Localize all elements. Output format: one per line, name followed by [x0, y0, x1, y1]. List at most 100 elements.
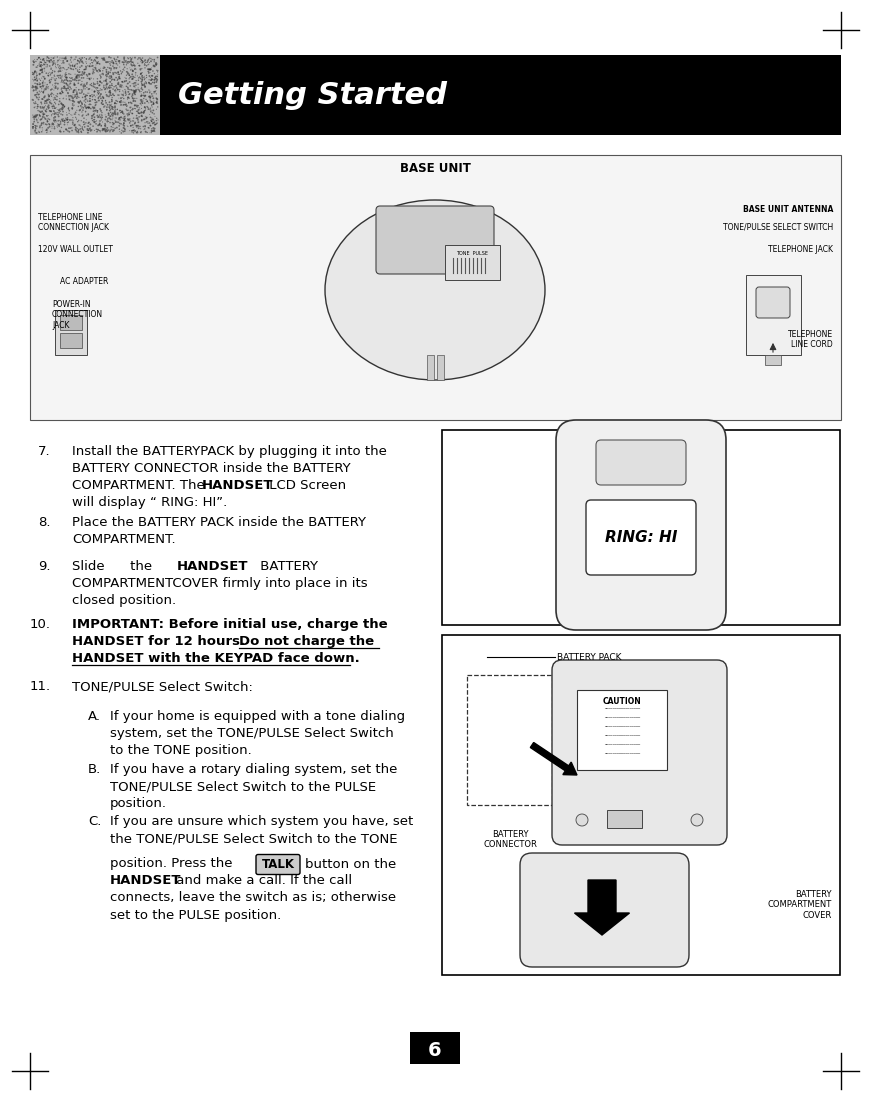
- Point: [100, 80, 114, 98]
- Point: [82, 99, 96, 117]
- Point: [83, 50, 97, 67]
- Point: [78, 88, 92, 106]
- Point: [48, 89, 62, 107]
- Point: [118, 112, 132, 130]
- Point: [134, 73, 148, 90]
- Point: [105, 109, 119, 127]
- Point: [128, 57, 142, 75]
- Point: [71, 64, 85, 81]
- Point: [33, 98, 47, 116]
- Point: [151, 70, 165, 88]
- Point: [32, 66, 46, 84]
- Point: [129, 74, 143, 91]
- Point: [142, 119, 156, 137]
- Point: [117, 115, 131, 132]
- Point: [119, 66, 133, 84]
- Point: [30, 51, 44, 68]
- Point: [79, 100, 93, 118]
- Point: [111, 100, 125, 118]
- Point: [65, 69, 79, 87]
- Point: [128, 97, 142, 115]
- Text: IMPORTANT: Before initial use, charge the: IMPORTANT: Before initial use, charge th…: [72, 618, 388, 631]
- Point: [69, 88, 83, 106]
- Point: [53, 111, 67, 129]
- Point: [74, 51, 88, 68]
- Point: [34, 51, 48, 68]
- Point: [105, 76, 118, 94]
- Point: [85, 109, 99, 127]
- Point: [86, 102, 100, 120]
- Text: 7.: 7.: [38, 445, 51, 458]
- Point: [138, 75, 152, 92]
- Point: [101, 65, 115, 83]
- Point: [47, 105, 61, 122]
- Point: [137, 68, 151, 86]
- Point: [114, 108, 128, 126]
- Point: [37, 110, 51, 128]
- Point: [149, 54, 163, 72]
- Text: ─────────────────: ─────────────────: [604, 752, 640, 756]
- Point: [135, 103, 149, 121]
- Point: [140, 53, 154, 70]
- Text: 8.: 8.: [38, 516, 51, 528]
- Point: [104, 56, 118, 74]
- Point: [77, 113, 91, 131]
- Point: [145, 96, 159, 113]
- Point: [29, 117, 43, 134]
- Point: [36, 109, 50, 127]
- Point: [90, 123, 104, 141]
- Point: [30, 98, 44, 116]
- Point: [136, 50, 150, 67]
- Point: [26, 72, 40, 89]
- Point: [124, 61, 138, 78]
- Point: [138, 101, 152, 119]
- Point: [87, 122, 101, 140]
- Point: [54, 61, 68, 78]
- Text: TELEPHONE
LINE CORD: TELEPHONE LINE CORD: [788, 330, 833, 349]
- Point: [43, 94, 57, 111]
- Point: [149, 56, 163, 74]
- Point: [39, 80, 53, 98]
- Point: [40, 123, 54, 141]
- Point: [88, 58, 102, 76]
- Point: [30, 85, 44, 102]
- Point: [66, 113, 80, 131]
- Point: [94, 102, 108, 120]
- Point: [53, 85, 67, 102]
- Point: [79, 99, 93, 117]
- Point: [104, 101, 118, 119]
- Point: [30, 76, 44, 94]
- Bar: [30, 155, 841, 419]
- Point: [109, 69, 123, 87]
- Ellipse shape: [325, 200, 545, 380]
- Point: [32, 106, 46, 123]
- Point: [149, 68, 163, 86]
- Point: [125, 88, 138, 106]
- Point: [87, 105, 101, 122]
- Point: [42, 67, 56, 85]
- Point: [27, 54, 41, 72]
- Point: [83, 70, 97, 88]
- Point: [125, 70, 139, 88]
- Point: [80, 121, 94, 139]
- Point: [28, 70, 42, 88]
- Point: [30, 69, 44, 87]
- Point: [87, 113, 101, 131]
- Point: [69, 48, 83, 66]
- Point: [52, 69, 66, 87]
- Point: [108, 111, 122, 129]
- Point: [98, 78, 111, 96]
- Point: [132, 79, 145, 97]
- Point: [122, 70, 136, 88]
- Point: [64, 69, 78, 87]
- Point: [111, 74, 125, 91]
- Point: [77, 99, 91, 117]
- Point: [35, 102, 49, 120]
- Point: [127, 85, 141, 102]
- Point: [138, 120, 152, 138]
- Point: [34, 83, 48, 100]
- Point: [91, 64, 105, 81]
- Point: [71, 66, 84, 84]
- Point: [51, 69, 65, 87]
- Point: [103, 77, 117, 95]
